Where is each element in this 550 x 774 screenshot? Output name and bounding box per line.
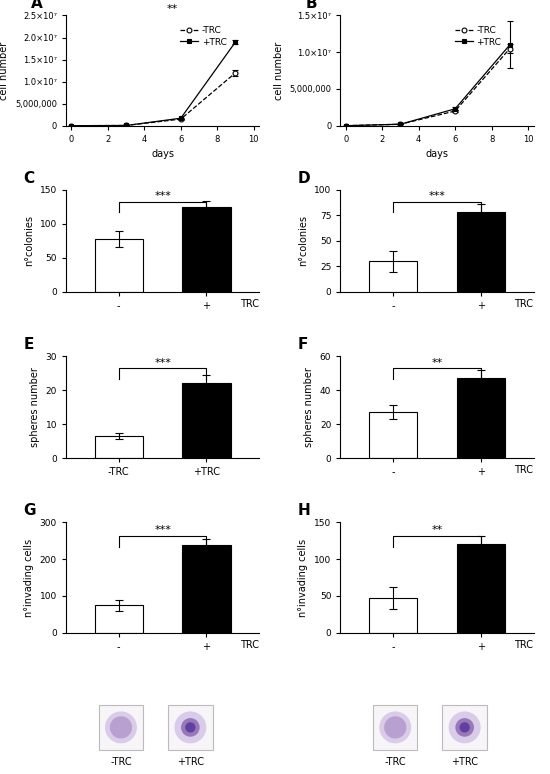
Text: TRC: TRC <box>514 465 534 475</box>
FancyBboxPatch shape <box>99 705 143 749</box>
Text: B: B <box>306 0 317 11</box>
Circle shape <box>449 712 480 743</box>
Circle shape <box>460 723 469 732</box>
Text: TRC: TRC <box>240 640 259 650</box>
Bar <box>183 545 230 632</box>
Y-axis label: cell number: cell number <box>274 42 284 100</box>
Legend: -TRC, +TRC: -TRC, +TRC <box>177 22 230 50</box>
Text: ***: *** <box>154 191 171 201</box>
Bar <box>456 378 505 458</box>
Bar <box>369 598 417 632</box>
Bar <box>95 436 143 458</box>
Y-axis label: n°colonies: n°colonies <box>299 215 309 266</box>
Text: -TRC: -TRC <box>110 756 132 766</box>
Bar <box>95 605 143 632</box>
Text: A: A <box>31 0 43 11</box>
Text: **: ** <box>431 525 443 535</box>
Circle shape <box>456 719 473 736</box>
Text: TRC: TRC <box>514 640 534 650</box>
Circle shape <box>380 712 410 743</box>
Y-axis label: cell number: cell number <box>0 42 9 100</box>
Circle shape <box>182 719 199 736</box>
Text: -TRC: -TRC <box>384 756 406 766</box>
Text: C: C <box>24 171 35 186</box>
Y-axis label: n°colonies: n°colonies <box>24 215 34 266</box>
Circle shape <box>111 717 131 738</box>
Circle shape <box>186 723 195 732</box>
Text: **: ** <box>167 5 178 15</box>
Text: **: ** <box>431 358 443 368</box>
FancyBboxPatch shape <box>373 705 417 749</box>
Bar <box>95 239 143 292</box>
Text: +TRC: +TRC <box>177 756 204 766</box>
Text: TRC: TRC <box>514 299 534 309</box>
Circle shape <box>106 712 136 743</box>
Text: H: H <box>298 503 311 518</box>
Text: TRC: TRC <box>240 299 259 309</box>
Bar <box>456 212 505 292</box>
Circle shape <box>175 712 206 743</box>
Y-axis label: spheres number: spheres number <box>30 367 40 447</box>
X-axis label: days: days <box>151 149 174 159</box>
Text: G: G <box>24 503 36 518</box>
Text: D: D <box>298 171 310 186</box>
FancyBboxPatch shape <box>168 705 212 749</box>
X-axis label: days: days <box>425 149 448 159</box>
FancyBboxPatch shape <box>442 705 487 749</box>
Text: ***: *** <box>428 191 446 201</box>
Text: +TRC: +TRC <box>451 756 478 766</box>
Text: ***: *** <box>154 358 171 368</box>
Circle shape <box>385 717 406 738</box>
Y-axis label: n°invading cells: n°invading cells <box>299 539 309 617</box>
Bar <box>456 544 505 632</box>
Text: ***: *** <box>154 525 171 535</box>
Bar <box>183 383 230 458</box>
Bar <box>369 413 417 458</box>
Bar <box>369 262 417 292</box>
Text: E: E <box>24 337 34 352</box>
Bar <box>183 207 230 292</box>
Y-axis label: n°invading cells: n°invading cells <box>24 539 34 617</box>
Legend: -TRC, +TRC: -TRC, +TRC <box>451 22 505 50</box>
Y-axis label: spheres number: spheres number <box>304 367 314 447</box>
Text: F: F <box>298 337 308 352</box>
